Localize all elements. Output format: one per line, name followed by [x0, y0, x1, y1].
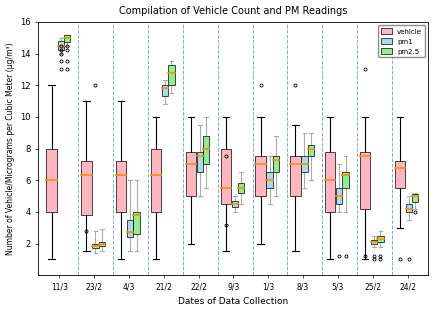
Bar: [395, 161, 405, 188]
Bar: [64, 35, 70, 42]
Bar: [412, 194, 418, 202]
Bar: [238, 183, 244, 193]
Title: Compilation of Vehicle Count and PM Readings: Compilation of Vehicle Count and PM Read…: [119, 6, 348, 16]
Bar: [151, 149, 161, 212]
Bar: [133, 212, 140, 234]
Bar: [197, 152, 203, 172]
Bar: [81, 161, 92, 215]
Bar: [99, 242, 105, 246]
Bar: [203, 136, 209, 164]
Bar: [360, 152, 370, 209]
Bar: [406, 204, 412, 212]
Bar: [325, 152, 335, 212]
Bar: [336, 188, 342, 204]
Bar: [168, 65, 174, 85]
Bar: [116, 161, 126, 212]
Bar: [301, 157, 308, 172]
Bar: [92, 244, 99, 247]
X-axis label: Dates of Data Collection: Dates of Data Collection: [178, 297, 289, 306]
Bar: [127, 220, 133, 237]
Bar: [46, 149, 57, 212]
Bar: [308, 145, 314, 157]
Bar: [162, 85, 168, 96]
Bar: [232, 201, 238, 207]
Bar: [273, 157, 279, 172]
Legend: vehicle, pm1, pm2.5: vehicle, pm1, pm2.5: [378, 25, 425, 57]
Bar: [255, 157, 266, 196]
Bar: [290, 157, 301, 196]
Bar: [58, 41, 64, 51]
Bar: [266, 172, 273, 188]
Bar: [220, 149, 231, 204]
Bar: [377, 236, 384, 242]
Bar: [342, 172, 349, 188]
Y-axis label: Number of Vehicle/Micrograms per Cubic Meter (μg/m³): Number of Vehicle/Micrograms per Cubic M…: [6, 42, 15, 255]
Bar: [186, 152, 196, 196]
Bar: [371, 241, 377, 244]
